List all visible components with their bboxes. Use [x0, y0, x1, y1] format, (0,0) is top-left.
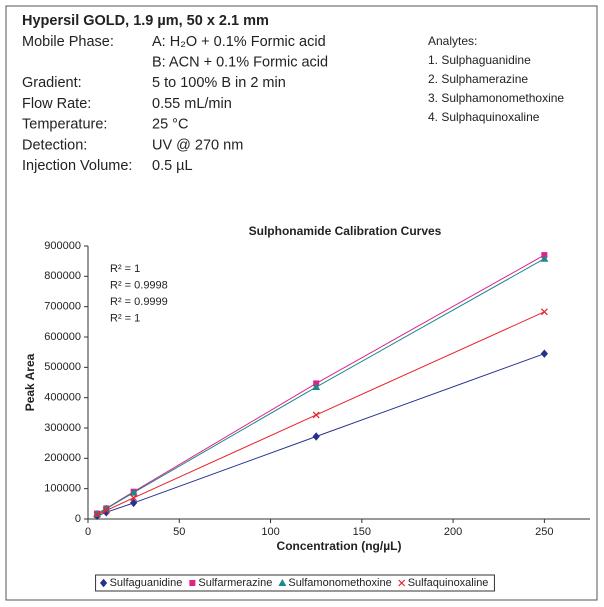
condition-value: B: ACN + 0.1% Formic acid — [152, 55, 328, 71]
condition-label: Temperature: — [22, 117, 107, 133]
condition-label: Detection: — [22, 137, 87, 153]
x-tick-label: 100 — [261, 526, 279, 538]
y-tick-label: 100000 — [44, 483, 81, 495]
marker — [130, 494, 138, 502]
x-tick-label: 200 — [444, 526, 462, 538]
analyte: 1. Sulphaguanidine — [428, 53, 531, 67]
marker — [540, 308, 548, 316]
y-tick-label: 800000 — [44, 270, 81, 282]
legend-box — [95, 574, 495, 592]
annotation: R² = 0.9998 — [110, 279, 168, 291]
marker — [398, 579, 406, 587]
y-tick-label: 500000 — [44, 361, 81, 373]
condition-value: A: H₂O + 0.1% Formic acid — [152, 34, 326, 50]
legend: Sulfaguanidine Sulfarmerazine Sulfamonomet… — [95, 574, 495, 592]
condition-value: 0.5 µL — [152, 158, 193, 174]
marker — [189, 580, 196, 586]
title: Hypersil GOLD, 1.9 µm, 50 x 2.1 mm — [22, 13, 269, 29]
marker — [93, 509, 102, 517]
series-line — [96, 311, 545, 516]
condition-value: 0.55 mL/min — [152, 96, 232, 112]
legend-label: Sulfaquinoxaline — [408, 577, 489, 589]
analyte: 3. Sulphamonomethoxine — [428, 91, 564, 105]
x-tick-label: 0 — [85, 526, 91, 538]
y-tick-label: 400000 — [44, 392, 81, 404]
marker — [130, 498, 138, 508]
y-tick-label: 600000 — [44, 331, 81, 343]
marker — [540, 349, 548, 358]
x-axis-label: Concentration (ng/µL) — [277, 539, 402, 553]
y-tick-label: 300000 — [44, 422, 81, 434]
marker — [102, 507, 110, 514]
x-tick-label: 250 — [535, 526, 553, 538]
y-tick-label: 200000 — [44, 452, 81, 464]
condition-value: 25 °C — [152, 117, 188, 133]
legend-label: Sulfarmerazine — [198, 577, 272, 589]
condition-value: UV @ 270 nm — [152, 137, 243, 153]
condition-label: Gradient: — [22, 75, 82, 91]
marker — [278, 579, 287, 586]
marker — [312, 411, 320, 419]
condition-value: 5 to 100% B in 2 min — [152, 75, 286, 91]
annotation: R² = 1 — [110, 263, 140, 275]
legend-label: Sulfaguanidine — [110, 577, 183, 589]
y-tick-label: 0 — [75, 513, 81, 525]
marker — [129, 488, 138, 496]
marker — [312, 432, 320, 441]
analyte: 2. Sulphamerazine — [428, 72, 528, 86]
x-tick-label: 150 — [353, 526, 371, 538]
marker — [540, 254, 549, 262]
marker — [312, 383, 321, 391]
condition-label: Mobile Phase: — [22, 34, 114, 50]
annotation: R² = 1 — [110, 312, 140, 324]
analytes-title: Analytes: — [428, 34, 477, 48]
annotation: R² = 0.9999 — [110, 296, 168, 308]
legend-label: Sulfamonomethoxine — [288, 577, 391, 589]
y-tick-label: 900000 — [44, 240, 81, 252]
marker — [93, 511, 101, 519]
series-line — [96, 353, 545, 517]
analyte: 4. Sulphaquinoxaline — [428, 110, 540, 124]
frame — [5, 5, 598, 601]
condition-label: Injection Volume: — [22, 158, 132, 174]
marker — [99, 578, 108, 588]
condition-label: Flow Rate: — [22, 96, 91, 112]
y-tick-label: 700000 — [44, 301, 81, 313]
x-tick-label: 50 — [173, 526, 185, 538]
y-axis-label: Peak Area — [23, 353, 37, 411]
chart-title: Sulphonamide Calibration Curves — [249, 224, 442, 238]
